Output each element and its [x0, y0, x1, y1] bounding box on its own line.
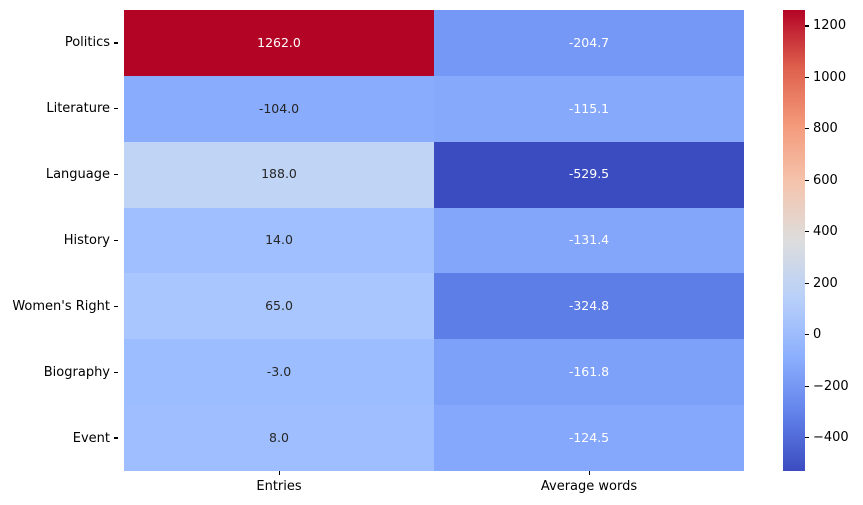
heatmap-cell: -3.0 [124, 339, 434, 406]
y-axis-label: Women's Right [0, 273, 118, 339]
y-axis-label-text: History [63, 232, 110, 248]
y-tick-mark [114, 42, 118, 44]
heatmap-cell: -161.8 [434, 339, 744, 406]
colorbar-tick: 1000 [805, 69, 847, 85]
heatmap-cell: -529.5 [434, 141, 744, 208]
colorbar-tick-mark [805, 334, 809, 336]
y-axis-label: History [0, 208, 118, 274]
colorbar-tick-label: 800 [813, 121, 838, 137]
heatmap-cell: -104.0 [124, 75, 434, 142]
colorbar-tick-mark [805, 437, 809, 439]
colorbar-tick-mark [805, 76, 809, 78]
y-tick-mark [114, 437, 118, 439]
x-axis-label-entries: Entries [256, 479, 302, 494]
y-tick-mark [114, 305, 118, 307]
y-axis-label: Language [0, 142, 118, 208]
heatmap-cell: -131.4 [434, 207, 744, 274]
y-axis-label-text: Politics [64, 35, 110, 51]
y-axis-label-text: Women's Right [12, 298, 110, 314]
colorbar-tick-mark [805, 231, 809, 233]
colorbar-tick-label: 0 [813, 327, 822, 343]
colorbar-tick-label: −200 [813, 378, 849, 394]
colorbar [783, 10, 805, 471]
y-axis-label: Literature [0, 76, 118, 142]
y-axis-label-text: Event [72, 430, 110, 446]
heatmap-cell: 1262.0 [124, 10, 434, 76]
heatmap-cell: 14.0 [124, 207, 434, 274]
colorbar-tick-label: −400 [813, 430, 849, 446]
y-axis-label-text: Language [45, 167, 110, 183]
colorbar-tick-label: 1200 [813, 18, 847, 34]
colorbar-tick: −400 [805, 430, 849, 446]
colorbar-tick: 800 [805, 121, 838, 137]
y-axis-label: Politics [0, 10, 118, 76]
colorbar-tick-label: 200 [813, 275, 838, 291]
colorbar-tick: −200 [805, 378, 849, 394]
x-tick-mark [589, 471, 591, 475]
colorbar-tick-mark [805, 179, 809, 181]
y-axis-label-text: Biography [43, 364, 110, 380]
heatmap-cell: -324.8 [434, 273, 744, 340]
y-tick-mark [114, 174, 118, 176]
colorbar-tick-mark [805, 282, 809, 284]
heatmap-cell: -115.1 [434, 75, 744, 142]
heatmap-cell: 8.0 [124, 405, 434, 471]
y-tick-mark [114, 371, 118, 373]
x-axis-label-average-words: Average words [540, 479, 638, 494]
y-tick-mark [114, 239, 118, 242]
x-tick-mark [279, 471, 281, 475]
colorbar-tick-label: 400 [813, 224, 838, 240]
colorbar-tick-mark [805, 25, 809, 27]
colorbar-tick-label: 1000 [813, 69, 847, 85]
y-axis-label-text: Literature [46, 101, 110, 117]
colorbar-tick: 600 [805, 172, 838, 188]
colorbar-tick-mark [805, 128, 809, 130]
heatmap-cell: -204.7 [434, 10, 744, 76]
heatmap-cell: 65.0 [124, 273, 434, 340]
colorbar-tick-mark [805, 385, 809, 387]
heatmap-grid: 1262.0 -204.7 -104.0 -115.1 188.0 -529.5 14.0-… [124, 10, 744, 471]
colorbar-tick: 1200 [805, 18, 847, 34]
y-tick-mark [114, 108, 118, 110]
heatmap-cell: 188.0 [124, 141, 434, 208]
colorbar-tick: 400 [805, 224, 838, 240]
y-axis-labels: Politics Literature Language History Women's… [0, 10, 118, 471]
colorbar-tick: 200 [805, 275, 838, 291]
heatmap-cell: -124.5 [434, 405, 744, 471]
y-axis-label: Event [0, 405, 118, 471]
colorbar-tick-label: 600 [813, 172, 838, 188]
colorbar-tick: 0 [805, 327, 822, 343]
y-axis-label: Biography [0, 339, 118, 405]
